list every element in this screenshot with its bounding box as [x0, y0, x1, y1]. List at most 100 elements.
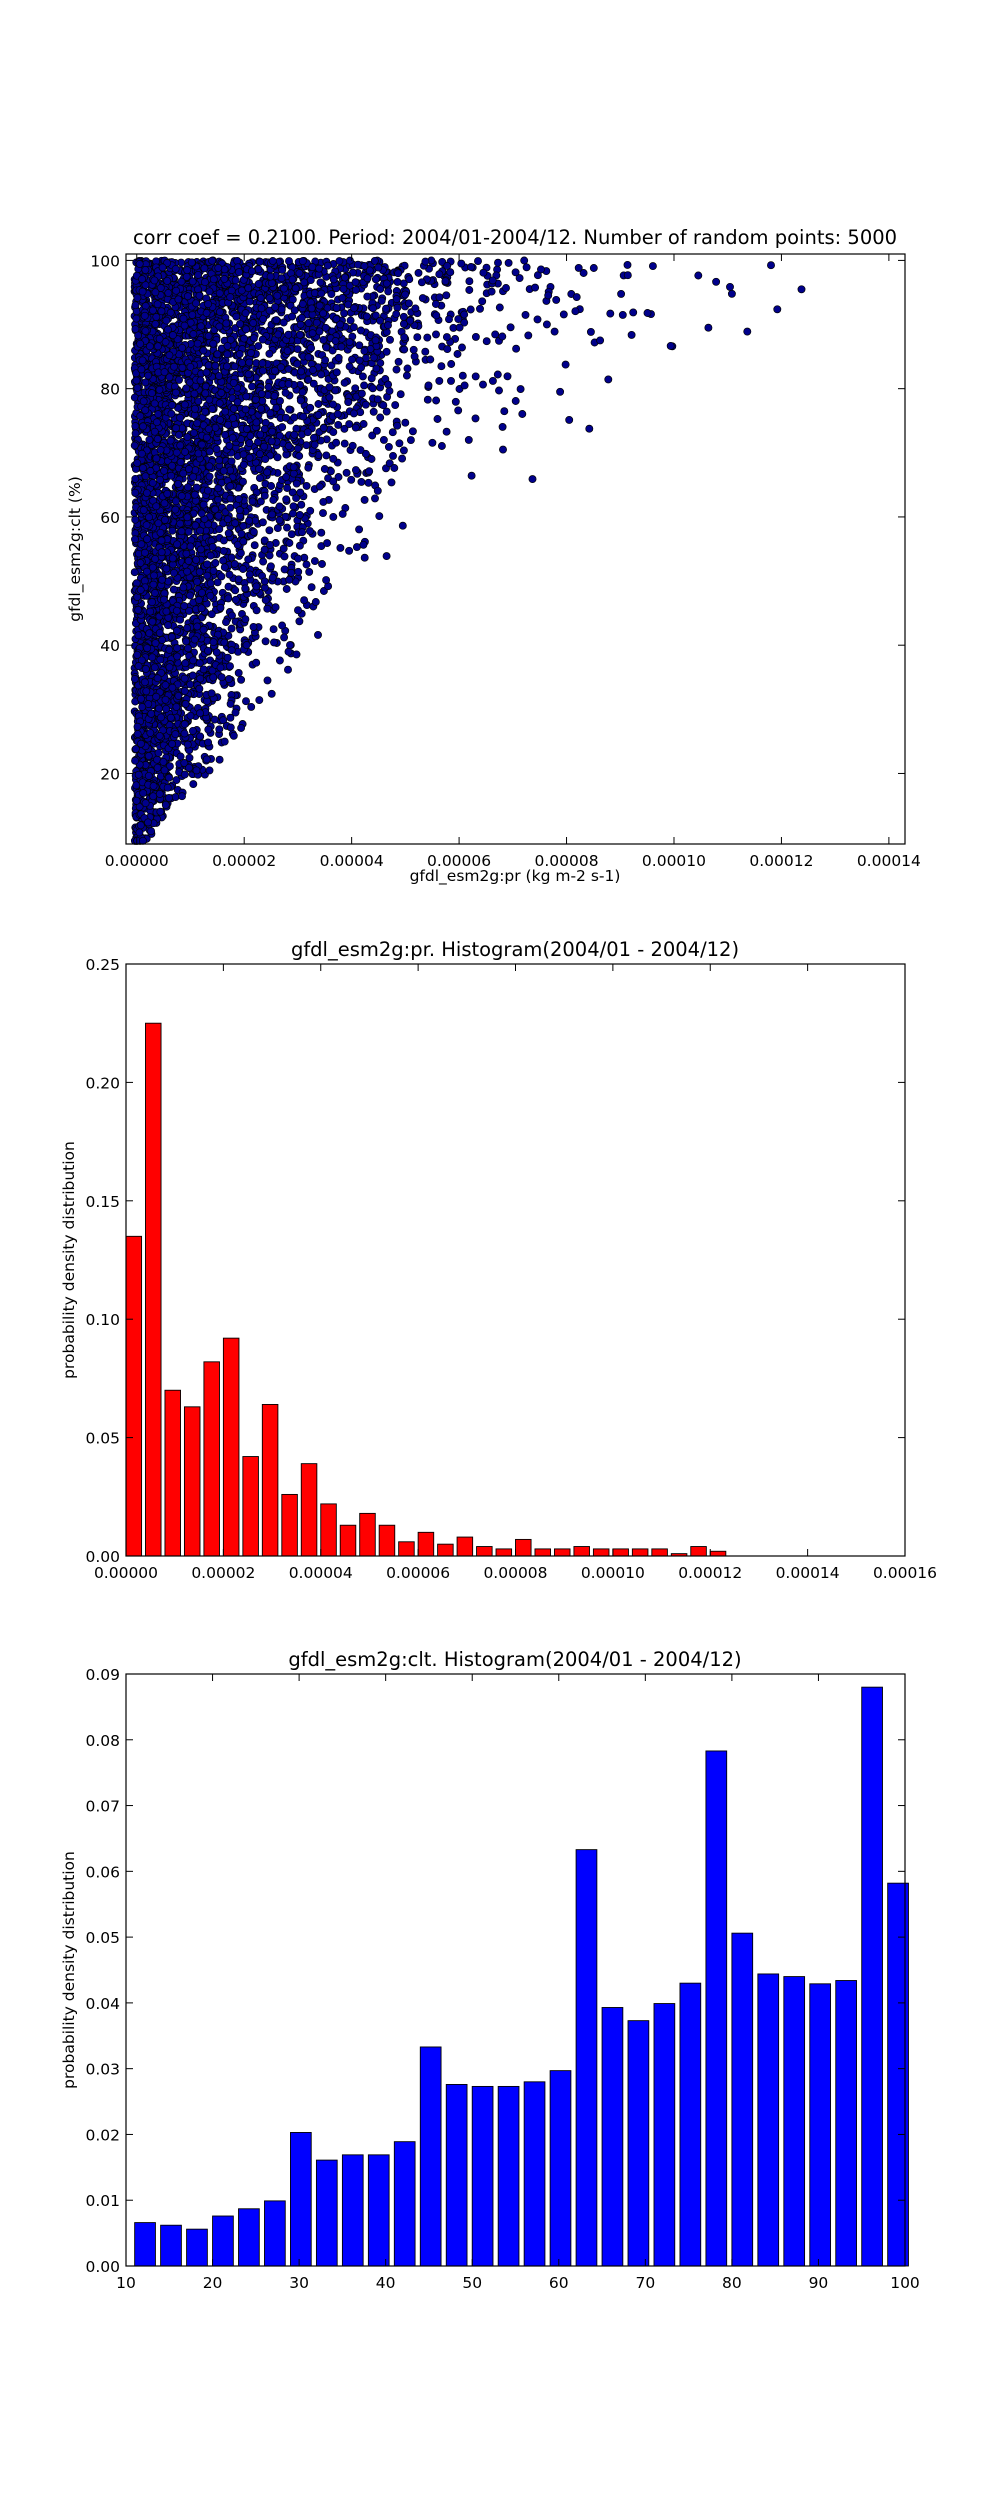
- scatter-point: [193, 339, 202, 348]
- scatter-point: [241, 615, 250, 624]
- scatter-point: [344, 398, 353, 407]
- scatter-point: [265, 349, 274, 358]
- scatter-point: [357, 363, 366, 372]
- scatter-point: [179, 583, 188, 592]
- scatter-point: [141, 799, 150, 808]
- scatter-point: [503, 372, 512, 381]
- scatter-point: [155, 385, 164, 394]
- scatter-point: [152, 313, 161, 321]
- scatter-point: [294, 554, 303, 563]
- scatter-point: [154, 748, 163, 757]
- scatter-point: [176, 752, 185, 761]
- scatter-point: [186, 680, 195, 689]
- scatter-point: [312, 318, 321, 327]
- scatter-point: [267, 279, 276, 288]
- scatter-point: [206, 591, 215, 600]
- scatter-point: [406, 436, 415, 445]
- scatter-point: [767, 261, 775, 270]
- scatter-point: [168, 683, 177, 692]
- scatter-point: [137, 739, 145, 748]
- scatter-point: [134, 631, 143, 640]
- scatter-point: [212, 648, 221, 657]
- scatter-point: [177, 492, 186, 500]
- scatter-point: [174, 295, 183, 304]
- scatter-point: [471, 414, 480, 423]
- scatter-point: [296, 320, 305, 329]
- scatter-point: [369, 304, 377, 313]
- scatter-point: [168, 401, 177, 410]
- scatter-point: [277, 274, 286, 283]
- scatter-point: [279, 318, 288, 327]
- scatter-points: [130, 256, 806, 845]
- scatter-point: [479, 380, 487, 389]
- scatter-point: [391, 401, 400, 410]
- scatter-point: [224, 529, 233, 538]
- scatter-point: [171, 793, 180, 802]
- scatter-point: [153, 435, 162, 443]
- scatter-point: [143, 644, 152, 653]
- scatter-point: [345, 362, 354, 371]
- scatter-point: [247, 702, 256, 711]
- scatter-point: [237, 724, 246, 732]
- scatter-point: [183, 624, 192, 632]
- scatter-point: [156, 807, 165, 816]
- scatter-point: [216, 663, 225, 672]
- scatter-point: [196, 376, 205, 385]
- scatter-point: [167, 409, 176, 418]
- scatter-point: [186, 711, 195, 720]
- scatter-point: [184, 644, 192, 653]
- scatter-point: [137, 540, 146, 549]
- scatter-point: [172, 448, 181, 457]
- scatter-point: [332, 368, 341, 377]
- scatter-point: [284, 379, 293, 388]
- scatter-point: [362, 312, 371, 321]
- scatter-point: [139, 506, 148, 515]
- scatter-point: [300, 278, 309, 287]
- scatter-point: [290, 413, 299, 422]
- scatter-point: [158, 263, 167, 272]
- scatter-point: [797, 285, 806, 294]
- scatter-point: [247, 348, 255, 357]
- scatter-point: [260, 442, 269, 451]
- scatter-point: [360, 553, 369, 562]
- scatter-point: [188, 671, 197, 680]
- scatter-point: [275, 656, 284, 665]
- scatter-point: [258, 518, 267, 527]
- scatter-point: [471, 372, 480, 381]
- scatter-point: [423, 395, 432, 404]
- scatter-point: [399, 312, 408, 321]
- scatter-point: [372, 426, 381, 435]
- scatter-point: [230, 362, 239, 371]
- scatter-point: [145, 513, 153, 522]
- scatter-point: [537, 265, 545, 274]
- scatter-point: [285, 257, 293, 266]
- scatter-point: [241, 309, 250, 318]
- scatter-point: [329, 512, 338, 521]
- scatter-point: [247, 267, 256, 276]
- scatter-point: [178, 792, 186, 801]
- scatter-point: [190, 490, 199, 499]
- scatter-point: [136, 821, 145, 830]
- scatter-point: [225, 570, 234, 579]
- scatter-point: [392, 310, 401, 319]
- scatter-point: [224, 420, 233, 429]
- scatter-point: [229, 404, 238, 413]
- scatter-point: [180, 602, 189, 610]
- scatter-point: [215, 456, 224, 465]
- scatter-point: [432, 396, 441, 405]
- scatter-point: [433, 415, 442, 423]
- scatter-point: [217, 673, 226, 682]
- scatter-point: [589, 264, 598, 272]
- scatter-point: [215, 725, 224, 734]
- scatter-point: [500, 407, 509, 416]
- scatter-point: [345, 338, 354, 347]
- scatter-point: [248, 497, 257, 506]
- scatter-point: [139, 789, 148, 798]
- scatter-point: [131, 488, 140, 497]
- scatter-point: [302, 481, 311, 490]
- scatter-point: [190, 389, 199, 398]
- scatter-point: [202, 433, 211, 442]
- scatter-point: [437, 442, 446, 450]
- scatter-point: [348, 355, 356, 364]
- scatter-point: [432, 330, 440, 339]
